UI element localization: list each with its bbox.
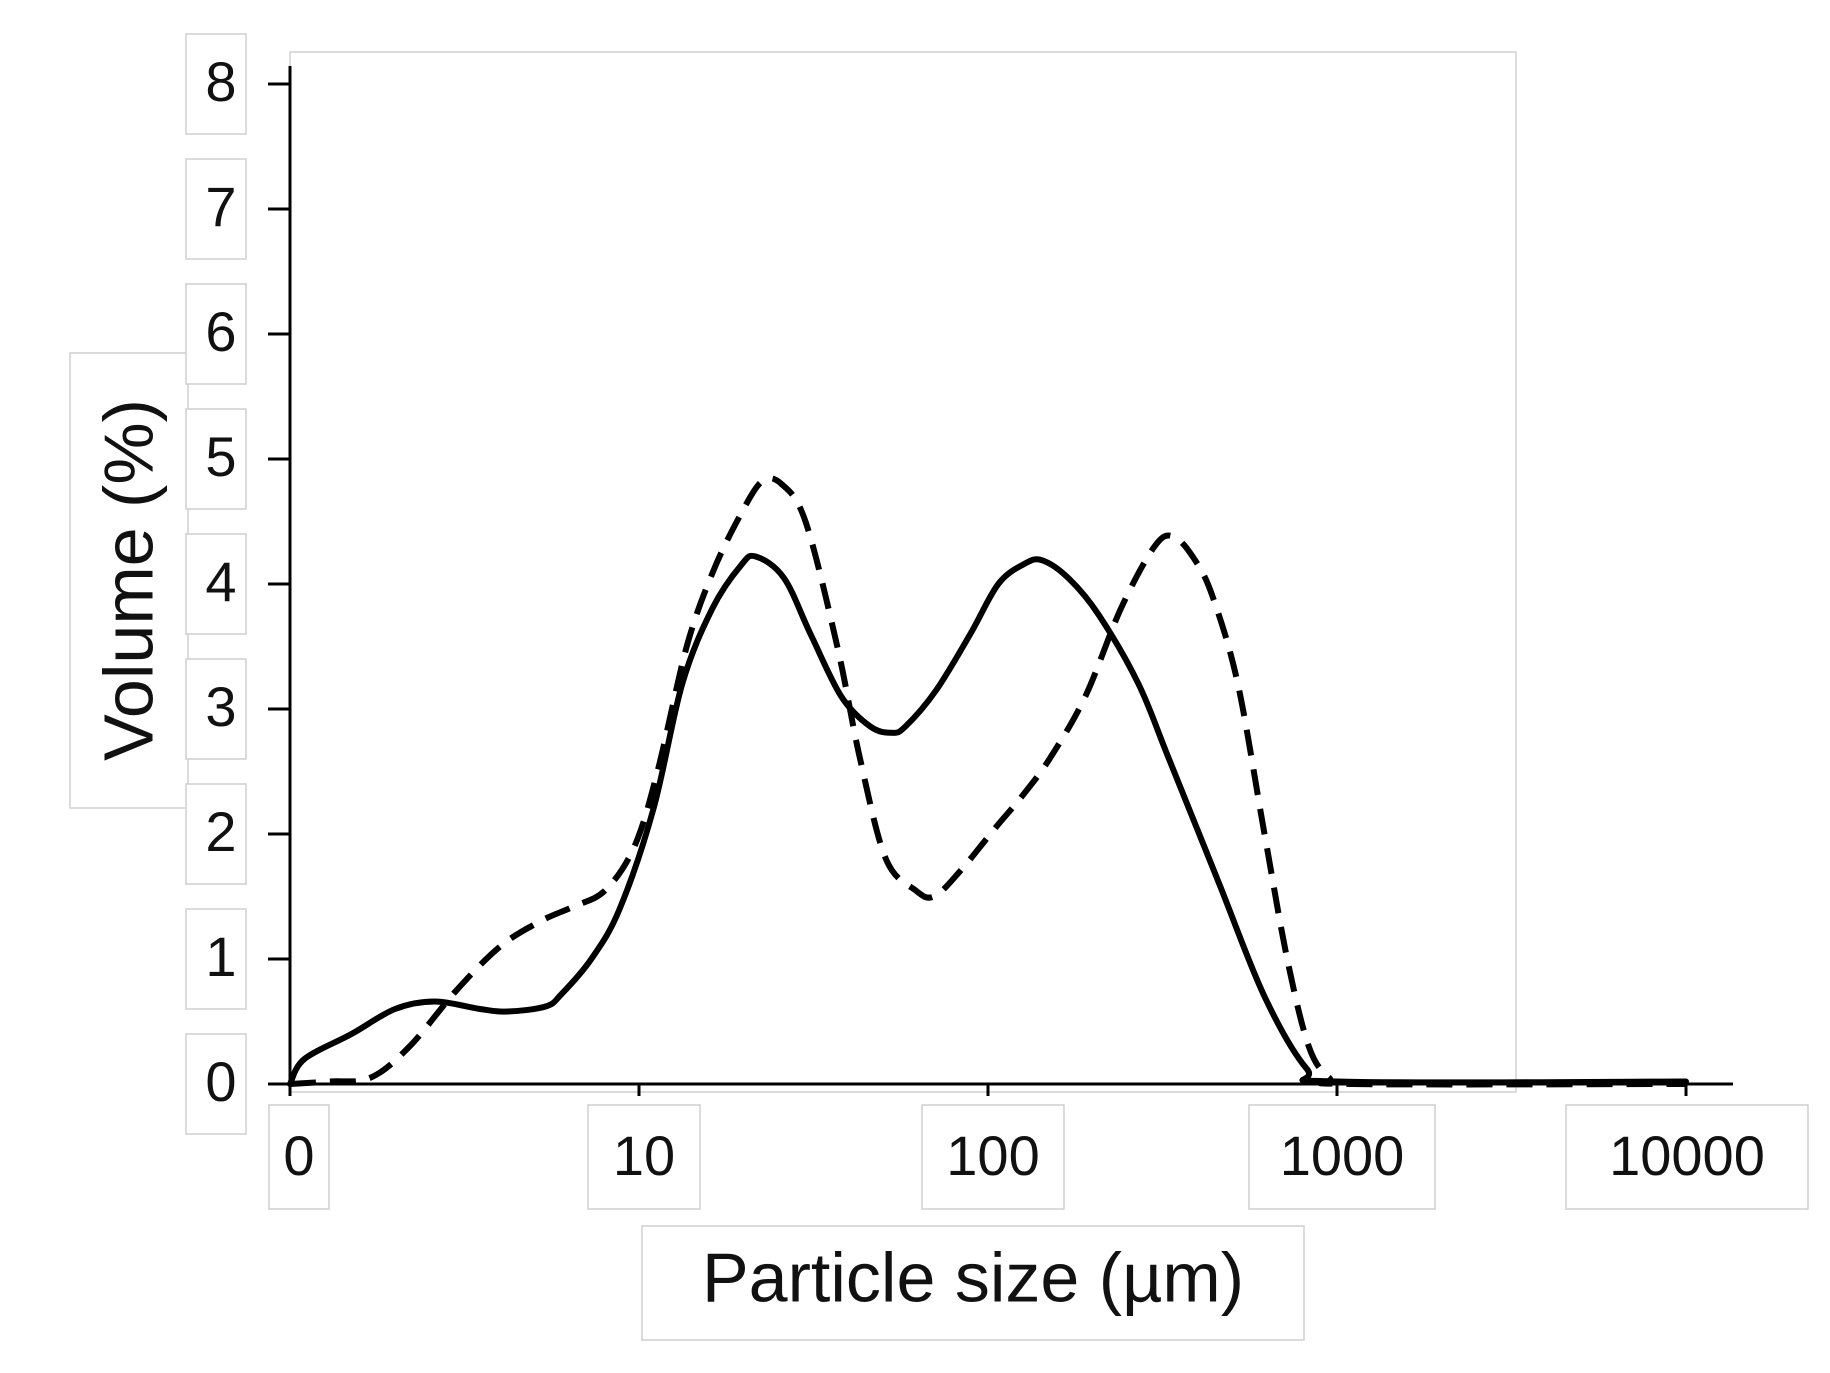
x-tick-label-box xyxy=(921,1104,1065,1210)
y-tick-label: 3 xyxy=(205,675,236,738)
y-tick-label: 1 xyxy=(205,925,236,988)
y-tick-label: 4 xyxy=(205,550,236,613)
y-tick-label: 5 xyxy=(205,425,236,488)
y-tick-label: 8 xyxy=(205,50,236,113)
y-tick-label-box xyxy=(185,1033,247,1135)
x-tick-label: 1000 xyxy=(1280,1124,1405,1187)
y-tick-label-box xyxy=(185,533,247,635)
plot-area xyxy=(289,51,1517,1093)
y-tick-label-box xyxy=(185,33,247,135)
y-tick-label: 2 xyxy=(205,800,236,863)
x-axis-title-group: Particle size (µm) xyxy=(641,1225,1305,1341)
y-tick-label-box xyxy=(185,408,247,510)
series-line-dashed xyxy=(289,475,1687,1088)
x-tick-label: 10 xyxy=(613,1124,675,1187)
y-axis-title: Volume (%) xyxy=(89,399,167,761)
y-tick-label-box xyxy=(185,908,247,1010)
y-tick-label: 7 xyxy=(205,175,236,238)
y-tick-label-box xyxy=(185,158,247,260)
y-tick-label-box xyxy=(185,283,247,385)
x-tick-label-box xyxy=(1565,1104,1809,1210)
y-axis-title-group: Volume (%) xyxy=(69,352,189,809)
y-tick-label: 0 xyxy=(205,1050,236,1113)
y-tick-label-box xyxy=(185,783,247,885)
x-tick-label: 10000 xyxy=(1609,1124,1765,1187)
x-tick-label-box xyxy=(587,1104,701,1210)
x-tick-label: 100 xyxy=(946,1124,1039,1187)
x-tick-label-box xyxy=(1248,1104,1436,1210)
x-tick-label: 0 xyxy=(283,1124,314,1187)
tick-labels: 0 1 2 3 4 5 6 7 8 0 10 100 1000 10000 xyxy=(185,33,1809,1210)
y-tick-label-box xyxy=(185,658,247,760)
y-tick-label: 6 xyxy=(205,300,236,363)
x-tick-label-box xyxy=(268,1104,330,1210)
series-layer xyxy=(287,475,1689,1088)
series-line-solid xyxy=(287,552,1689,1087)
x-axis-title: Particle size (µm) xyxy=(702,1238,1244,1316)
